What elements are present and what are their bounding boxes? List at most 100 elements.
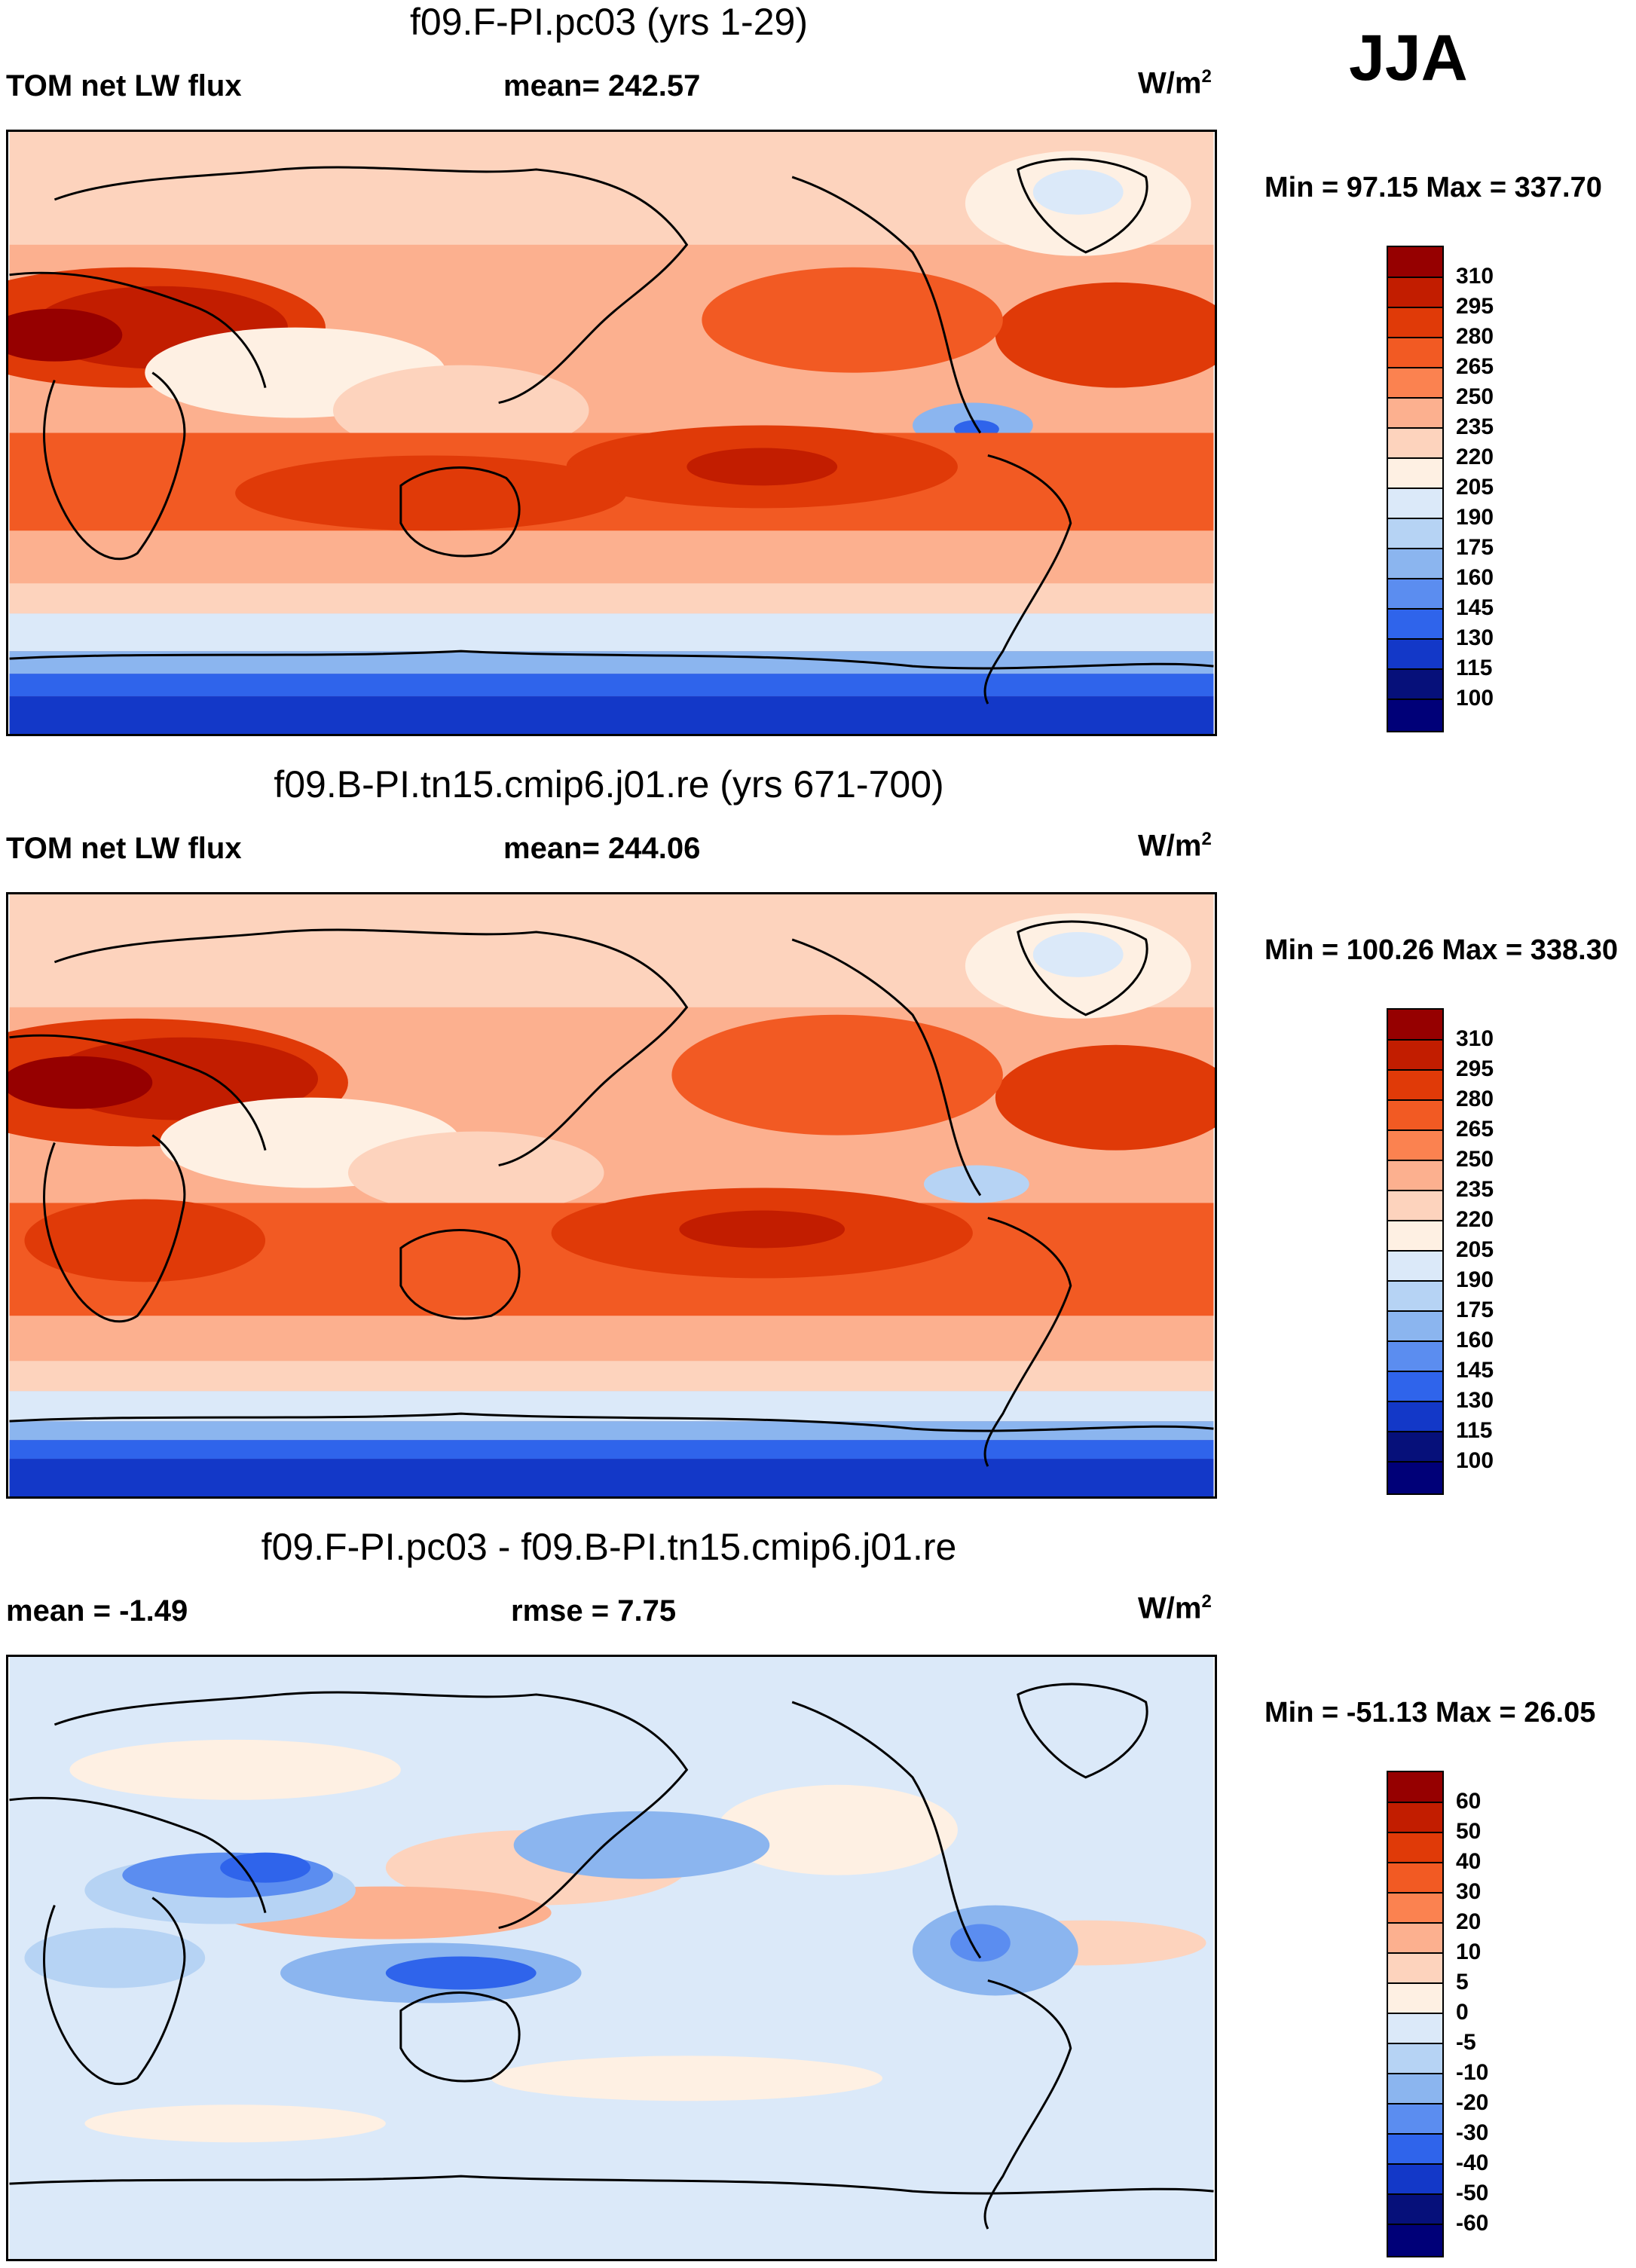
diff-negative-core [220, 1852, 310, 1883]
colorbar-swatch [1388, 2044, 1442, 2074]
colorbar-tick: -20 [1456, 2090, 1489, 2115]
n-pacific-east [671, 1014, 1003, 1136]
colorbar-tick: 205 [1456, 1237, 1494, 1262]
colorbar-swatch [1388, 549, 1442, 579]
coastlines [9, 920, 1214, 1467]
colorbar-swatch [1388, 1833, 1442, 1863]
colorbar-swatch [1388, 1010, 1442, 1041]
diff-negative-patch [24, 1927, 206, 1988]
colorbar-swatch [1388, 399, 1442, 429]
colorbar-swatch [1388, 368, 1442, 399]
panel-2-map [6, 892, 1217, 1499]
sahara-peak [8, 1056, 153, 1109]
colorbar-tick: -50 [1456, 2181, 1489, 2205]
colorbar-tick: 265 [1456, 354, 1494, 379]
panel-2-title: f09.B-PI.tn15.cmip6.j01.re (yrs 671-700) [274, 763, 944, 805]
n-atlantic-high [995, 282, 1215, 388]
colorbar-tick: 190 [1456, 505, 1494, 530]
colorbar-tick: 30 [1456, 1879, 1482, 1904]
s-midlat-band-2 [9, 1361, 1214, 1392]
panel-1-map [6, 130, 1217, 736]
colorbar-tick: 10 [1456, 1939, 1482, 1964]
diff-negative-patch [513, 1811, 770, 1879]
colorbar-swatch [1388, 2104, 1442, 2135]
colorbar-tick: 160 [1456, 565, 1494, 590]
panel-2-colorbar [1387, 1008, 1444, 1495]
colorbar-swatch [1388, 338, 1442, 368]
colorbar-swatch [1388, 1131, 1442, 1161]
colorbar-swatch [1388, 2135, 1442, 2165]
colorbar-swatch [1388, 1221, 1442, 1252]
n-atlantic-high [995, 1044, 1215, 1151]
panel-3-map-svg [9, 1657, 1214, 2259]
s-midlat-band [9, 530, 1214, 584]
diff-positive-patch [84, 2104, 386, 2143]
central-america-convection [923, 1165, 1029, 1203]
maritime-continent [347, 1131, 604, 1215]
colorbar-tick: 205 [1456, 475, 1494, 500]
colorbar-tick: 235 [1456, 414, 1494, 439]
colorbar-tick: 40 [1456, 1849, 1482, 1874]
colorbar-swatch [1388, 2195, 1442, 2225]
coastlines [9, 1683, 1214, 2230]
colorbar-tick: 0 [1456, 2000, 1469, 2025]
southern-ocean-1 [9, 613, 1214, 652]
colorbar-tick: -10 [1456, 2060, 1489, 2085]
colorbar-swatch [1388, 1191, 1442, 1221]
colorbar-swatch [1388, 1894, 1442, 1924]
colorbar-swatch [1388, 2074, 1442, 2104]
panel-1-colorbar [1387, 246, 1444, 732]
s-midlat-band-2 [9, 583, 1214, 614]
sahara-peak [8, 308, 123, 362]
panel-3-title: f09.F-PI.pc03 - f09.B-PI.tn15.cmip6.j01.… [261, 1526, 957, 1568]
colorbar-swatch [1388, 1803, 1442, 1833]
colorbar-tick: -40 [1456, 2150, 1489, 2175]
colorbar-tick: 5 [1456, 1970, 1469, 1994]
colorbar-tick: 250 [1456, 384, 1494, 409]
antarctic-band [9, 2214, 1214, 2259]
antarctic-coast [9, 674, 1214, 697]
colorbar-tick: 115 [1456, 656, 1493, 680]
greenland-core [1032, 169, 1124, 215]
panel-1-map-svg [8, 132, 1215, 734]
colorbar-tick: -30 [1456, 2120, 1489, 2145]
australia-band [235, 455, 627, 531]
colorbar-swatch [1388, 1282, 1442, 1312]
colorbar-tick: 235 [1456, 1177, 1494, 1202]
panel-1-variable-label: TOM net LW flux [6, 69, 242, 102]
colorbar-swatch [1388, 489, 1442, 519]
s-midlat-band [9, 1316, 1214, 1362]
panel-1-title: f09.F-PI.pc03 (yrs 1-29) [410, 1, 808, 43]
colorbar-tick: 50 [1456, 1819, 1482, 1844]
colorbar-swatch [1388, 1984, 1442, 2014]
panel-3-min-max: Min = -51.13 Max = 26.05 [1264, 1697, 1596, 1729]
panel-2-mean-label: mean= 244.06 [503, 832, 701, 865]
colorbar-tick: 310 [1456, 1026, 1494, 1051]
colorbar-tick: 295 [1456, 294, 1494, 319]
colorbar-swatch [1388, 1312, 1442, 1342]
panel-1-mean-label: mean= 242.57 [503, 69, 701, 102]
colorbar-swatch [1388, 700, 1442, 731]
colorbar-swatch [1388, 1463, 1442, 1493]
colorbar-tick: 220 [1456, 445, 1494, 469]
colorbar-tick: 280 [1456, 1087, 1494, 1111]
colorbar-tick: 60 [1456, 1789, 1482, 1814]
colorbar-swatch [1388, 579, 1442, 610]
s-africa-band [24, 1199, 266, 1282]
colorbar-swatch [1388, 247, 1442, 278]
colorbar-swatch [1388, 1954, 1442, 1984]
colorbar-swatch [1388, 1342, 1442, 1372]
colorbar-swatch [1388, 640, 1442, 670]
colorbar-swatch [1388, 1432, 1442, 1463]
panel-2-map-svg [8, 894, 1215, 1496]
colorbar-tick: 160 [1456, 1328, 1494, 1353]
colorbar-swatch [1388, 1863, 1442, 1894]
colorbar-swatch [1388, 308, 1442, 338]
season-label: JJA [1349, 22, 1468, 94]
colorbar-swatch [1388, 278, 1442, 308]
colorbar-tick: 265 [1456, 1117, 1494, 1142]
diff-positive-patch [69, 1739, 401, 1800]
colorbar-swatch [1388, 1402, 1442, 1432]
panel-1-units: W/m2 [1138, 66, 1212, 100]
colorbar-tick: 295 [1456, 1056, 1494, 1081]
